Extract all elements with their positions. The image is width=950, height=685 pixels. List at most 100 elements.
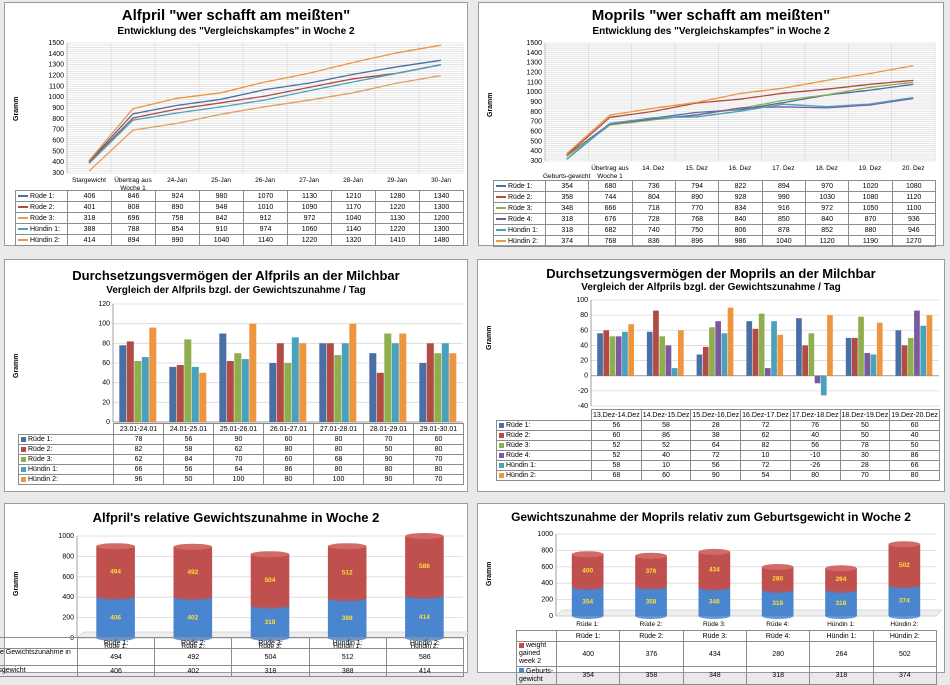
table-cell: 1040 xyxy=(331,212,376,224)
table-cell: 80 xyxy=(263,444,314,455)
bar xyxy=(646,331,653,376)
table-cell: 54 xyxy=(740,470,791,481)
bar xyxy=(284,363,292,422)
table-row: Rüde 1: 78 56 90 60 80 70 60 xyxy=(18,434,464,445)
bar-cap xyxy=(571,613,604,619)
table-header-cell: 27.01-28.01 xyxy=(313,423,364,435)
table-cell: 56 xyxy=(690,460,742,471)
series-name: Rüde 2: xyxy=(506,432,531,439)
legend-key xyxy=(18,227,28,230)
x-tick-label: 24-Jan xyxy=(167,177,187,184)
bar-cap xyxy=(888,582,921,589)
bar-top xyxy=(825,565,857,572)
table-cell: 72 xyxy=(740,460,791,471)
series-legend-cell: weight gained week 2 xyxy=(516,641,557,667)
bar xyxy=(191,366,199,422)
bar xyxy=(249,323,257,422)
table-cell: 86 xyxy=(640,430,692,441)
bar-top xyxy=(327,543,367,550)
bar-segment xyxy=(698,551,731,588)
table-cell: 434 xyxy=(682,641,747,667)
alfpril-daily-chart[interactable]: Durchsetzungsvermögen der Alfprils an de… xyxy=(4,259,468,492)
series-name: Hündin 1: xyxy=(508,226,538,234)
data-label: 414 xyxy=(419,614,430,621)
series-legend-cell: Rüde 3: xyxy=(496,440,592,451)
table-cell: 86 xyxy=(889,450,940,461)
data-table: Rüde 1:Rüde 2:Rüde 3:Hündin 1:Hündin 2:R… xyxy=(0,637,464,677)
bar-segment xyxy=(761,589,794,616)
table-cell: 1190 xyxy=(848,235,893,247)
series-legend-cell: Rüde 2: xyxy=(493,191,546,203)
y-tick-label: 1400 xyxy=(526,50,542,57)
y-tick-label: 1100 xyxy=(49,83,64,90)
table-cell: 928 xyxy=(718,191,763,203)
table-cell: 1200 xyxy=(419,212,464,224)
series-line-1 xyxy=(88,64,442,163)
bar-segment xyxy=(825,589,857,616)
mopril-daily-chart[interactable]: Durchsetzungsvermögen der Moprils an der… xyxy=(477,259,945,492)
data-label: 264 xyxy=(836,576,847,583)
bar xyxy=(920,325,927,376)
data-table: 13.Dez-14.Dez 14.Dez-15.Dez 15.Dez-16.Dez 1… xyxy=(496,409,940,481)
table-cell: 56 xyxy=(789,440,841,451)
series-line-4 xyxy=(566,96,914,160)
table-cell: 50 xyxy=(889,440,940,451)
table-row: Rüde 1: 56 58 28 72 76 50 60 xyxy=(496,420,940,431)
table-row: Rüde 3: 62 84 70 60 68 90 70 xyxy=(18,454,464,465)
y-tick-label: 80 xyxy=(580,312,588,319)
table-cell: 66 xyxy=(889,460,940,471)
data-table: Rüde 1: Rüde 2: Rüde 3: Rüde 4: Hündin 1: Hün… xyxy=(516,630,937,685)
table-cell: 1120 xyxy=(804,235,850,247)
bar-cap xyxy=(698,613,731,619)
table-header-cell: 17.Dez-18.Dez xyxy=(789,409,841,421)
series-legend-cell: Rüde 2: xyxy=(18,444,114,455)
bar xyxy=(226,361,234,422)
y-tick-label: 80 xyxy=(102,340,110,347)
table-cell: 1270 xyxy=(891,235,936,247)
table-cell: 846 xyxy=(111,190,156,202)
table-cell: 890 xyxy=(674,191,720,203)
table-cell: 50 xyxy=(163,474,214,485)
chart-title: Alfpril's relative Gewichtszunahme in Wo… xyxy=(92,510,380,525)
table-cell: 400 xyxy=(555,641,621,667)
bar xyxy=(449,353,457,422)
table-cell: 10 xyxy=(740,450,791,461)
table-cell: -26 xyxy=(789,460,841,471)
y-tick-label: 0 xyxy=(584,373,588,380)
x-tick-label: 17. Dez xyxy=(772,165,794,172)
mopril-relative-chart[interactable]: Gewichtszunahme der Moprils relativ zum … xyxy=(477,503,945,685)
table-cell: 806 xyxy=(718,224,763,236)
series-legend-cell: Hündin 1: xyxy=(18,464,114,475)
bar-segment xyxy=(250,554,290,606)
table-row: Hündin 2: 374 768 836 896 986 1040 1120 1190 1270 xyxy=(493,235,936,247)
table-cell: 78 xyxy=(113,434,164,445)
bar xyxy=(615,336,622,376)
table-header-cell: Rüde 2: xyxy=(619,630,684,642)
x-tick-label: Übertrag aus xyxy=(591,164,629,172)
series-name: Realitive Gewichtszunahme in Woche 2 xyxy=(0,649,71,657)
bar-segment xyxy=(173,546,213,597)
table-header-row: Rüde 1: Rüde 2: Rüde 3: Hündin 1: Hündin 2: xyxy=(0,637,464,649)
series-legend-cell: Hündin 1: xyxy=(15,223,68,235)
mopril-growth-chart[interactable]: Moprils "wer schafft am meißten" Entwick… xyxy=(478,2,944,247)
table-cell: 794 xyxy=(674,180,720,192)
bar-segment xyxy=(888,585,921,616)
table-cell: 28 xyxy=(690,420,742,431)
series-name: Hündin 2: xyxy=(28,476,58,483)
bar xyxy=(291,337,299,422)
data-label: 280 xyxy=(772,575,783,582)
bar xyxy=(276,343,284,422)
table-header-cell: 16.Dez-17.Dez xyxy=(740,409,791,421)
table-cell: 80 xyxy=(789,470,841,481)
table-row: Rüde 2: 60 86 38 62 40 50 40 xyxy=(496,430,940,441)
legend-key xyxy=(496,239,506,242)
table-row: Hündin 2: 414 894 990 1040 1140 1220 1320 1410 14… xyxy=(15,234,464,246)
legend-key xyxy=(499,442,504,448)
table-cell: 728 xyxy=(631,213,676,225)
table-corner xyxy=(0,637,78,649)
chart-subtitle: Entwicklung des "Vergleichskampfes" in W… xyxy=(117,26,355,37)
y-tick-label: 1100 xyxy=(527,79,542,86)
alfpril-growth-chart[interactable]: Alfpril "wer schafft am meißten" Entwick… xyxy=(4,2,468,246)
table-cell: 894 xyxy=(761,180,806,192)
alfpril-relative-chart[interactable]: Alfpril's relative Gewichtszunahme in Wo… xyxy=(0,503,469,677)
